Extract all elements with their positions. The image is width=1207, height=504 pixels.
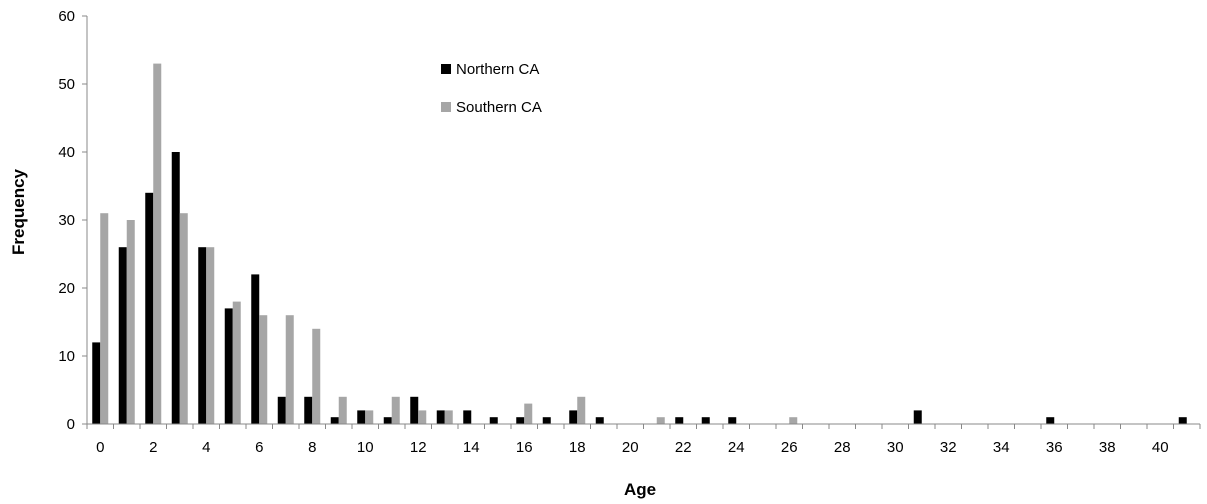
x-tick-label: 32 (940, 439, 957, 456)
bar-northern-ca (171, 152, 180, 424)
bar-northern-ca (542, 417, 551, 424)
legend-swatch (441, 102, 451, 112)
x-tick-label: 36 (1046, 439, 1063, 456)
bar-northern-ca (913, 410, 922, 424)
x-tick-label: 18 (569, 439, 586, 456)
x-tick-label: 2 (149, 439, 157, 456)
bar-northern-ca (330, 417, 339, 424)
y-tick-label: 10 (58, 348, 75, 365)
bar-northern-ca (357, 410, 366, 424)
x-tick-label: 6 (255, 439, 263, 456)
x-tick-label: 40 (1152, 439, 1169, 456)
bar-northern-ca (595, 417, 604, 424)
bar-southern-ca (179, 213, 188, 424)
x-tick-label: 24 (728, 439, 745, 456)
x-tick-label: 0 (96, 439, 104, 456)
bar-northern-ca (251, 274, 260, 424)
y-tick-label: 0 (67, 416, 75, 433)
bar-northern-ca (224, 308, 233, 424)
x-tick-label: 22 (675, 439, 692, 456)
bar-northern-ca (118, 247, 127, 424)
legend-label: Southern CA (456, 99, 542, 116)
bar-southern-ca (126, 220, 135, 424)
x-tick-label: 34 (993, 439, 1010, 456)
bar-southern-ca (232, 301, 241, 424)
bar-southern-ca (259, 315, 268, 424)
bar-southern-ca (206, 247, 215, 424)
bar-northern-ca (436, 410, 445, 424)
y-axis-title: Frequency (9, 168, 28, 255)
bar-southern-ca (524, 403, 533, 424)
bar-northern-ca (92, 342, 101, 424)
bar-southern-ca (312, 328, 321, 424)
x-axis-title: Age (624, 480, 656, 499)
bar-northern-ca (145, 192, 154, 424)
x-tick-label: 20 (622, 439, 639, 456)
y-tick-label: 40 (58, 144, 75, 161)
bar-southern-ca (789, 417, 798, 424)
y-tick-label: 50 (58, 76, 75, 93)
legend: Northern CA Southern CA (441, 61, 542, 116)
x-tick-label: 26 (781, 439, 798, 456)
x-axis-ticks: 0 2 4 6 8 10 12 14 16 18 20 22 24 26 28 30 32 34 36 38 40 (86, 424, 1201, 456)
x-tick-label: 16 (516, 439, 533, 456)
bar-southern-ca (577, 396, 586, 424)
bar-southern-ca (153, 63, 162, 424)
bar-southern-ca (285, 315, 294, 424)
bar-northern-ca (1046, 417, 1055, 424)
bars-group (92, 63, 1187, 424)
bar-northern-ca (675, 417, 684, 424)
bar-northern-ca (1178, 417, 1187, 424)
bar-southern-ca (444, 410, 453, 424)
bar-southern-ca (338, 396, 347, 424)
bar-northern-ca (463, 410, 472, 424)
bar-northern-ca (701, 417, 710, 424)
bar-northern-ca (277, 396, 286, 424)
bar-northern-ca (198, 247, 207, 424)
bar-northern-ca (728, 417, 737, 424)
bar-northern-ca (516, 417, 525, 424)
y-tick-label: 20 (58, 280, 75, 297)
legend-label: Northern CA (456, 61, 539, 78)
bar-northern-ca (410, 396, 419, 424)
y-axis-ticks: 0 10 20 30 40 50 60 (58, 8, 87, 433)
x-tick-label: 8 (308, 439, 316, 456)
bar-northern-ca (569, 410, 578, 424)
y-tick-label: 30 (58, 212, 75, 229)
bar-southern-ca (365, 410, 374, 424)
x-tick-label: 4 (202, 439, 210, 456)
bar-southern-ca (656, 417, 665, 424)
bar-northern-ca (383, 417, 392, 424)
bar-southern-ca (391, 396, 400, 424)
bar-southern-ca (418, 410, 427, 424)
legend-swatch (441, 64, 451, 74)
y-tick-label: 60 (58, 8, 75, 25)
x-tick-label: 30 (887, 439, 904, 456)
x-tick-label: 14 (463, 439, 480, 456)
x-tick-label: 38 (1099, 439, 1116, 456)
x-tick-label: 28 (834, 439, 851, 456)
x-tick-label: 12 (410, 439, 427, 456)
x-tick-label: 10 (357, 439, 374, 456)
bar-northern-ca (304, 396, 313, 424)
bar-southern-ca (100, 213, 109, 424)
bar-northern-ca (489, 417, 498, 424)
